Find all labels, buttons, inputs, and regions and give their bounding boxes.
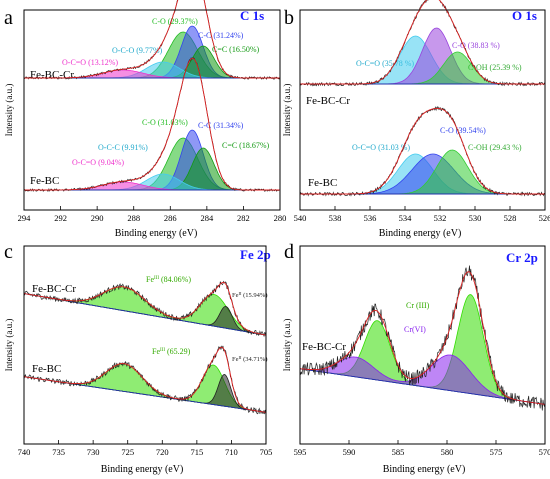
peak-label-c-o-b1: C-O (38.83 %): [452, 41, 500, 50]
fit-envelope-2-1: [23, 346, 267, 413]
x-tick-label: 292: [54, 213, 67, 223]
x-tick-label: 595: [294, 447, 307, 457]
panel-c-title: Fe 2p: [240, 247, 271, 262]
plot-frame-0: [23, 9, 281, 211]
panel-a-xlabel: Binding energy (eV): [115, 228, 198, 239]
peak-label-fe3-c1: FeIII (84.06%): [146, 275, 191, 284]
panel-b-xlabel: Binding energy (eV): [379, 228, 462, 239]
plot-frame-3: [299, 245, 546, 445]
peak-label-o-c=o-b1: O-C=O (35.78 %): [356, 59, 414, 68]
peak-label-o-c-c-a2: O-C-C (9.91%): [98, 143, 148, 152]
x-tick-label: 530: [469, 213, 482, 223]
panel-d-cr2p: d Cr 2p Binding energy (eV) Intensity (a…: [282, 241, 550, 475]
panel-c-fe2p: c Fe 2p Binding energy (eV) Intensity (a…: [4, 241, 272, 475]
x-tick-label: 528: [504, 213, 517, 223]
fit-envelope-0-0: [24, 0, 280, 79]
x-tick-label: 534: [399, 213, 413, 223]
panel-c-letter: c: [4, 241, 13, 263]
x-tick-label: 532: [434, 213, 447, 223]
panel-d-title: Cr 2p: [506, 250, 538, 265]
x-tick-label: 590: [343, 447, 356, 457]
peak-label-o-c-o-a1: O-C-O (9.77%): [112, 46, 163, 55]
peak-label-c-oh-b1: C-OH (25.39 %): [468, 63, 522, 72]
baseline-3-0: [299, 368, 546, 405]
x-tick-label: 715: [190, 447, 203, 457]
peak-label-c-oh-b2: C-OH (29.43 %): [468, 143, 522, 152]
plot-frame-2: [23, 245, 267, 445]
panel-d-xlabel: Binding energy (eV): [383, 464, 466, 475]
panel-d-ylabel: Intensity (a.u.): [282, 319, 292, 372]
x-tick-label: 580: [441, 447, 454, 457]
peak-label-c-o-b2: C-O (39.54%): [440, 126, 486, 135]
peak-label-c-c-a2: C-C (31.34%): [198, 121, 244, 130]
x-tick-label: 575: [490, 447, 503, 457]
panel-c-xlabel: Binding energy (eV): [101, 464, 184, 475]
panel-c-ylabel: Intensity (a.u.): [4, 319, 14, 372]
raw-spectrum-0-1: [23, 56, 281, 193]
x-tick-label: 294: [18, 213, 32, 223]
panel-a-letter: a: [4, 7, 13, 29]
raw-spectrum-2-1: [23, 345, 267, 415]
peak-label-fe3-c2: FeIII (65.29): [152, 347, 191, 356]
x-tick-label: 740: [18, 447, 31, 457]
peak-label-fe2-c2: FeII (34.71%): [232, 355, 268, 363]
x-tick-label: 570: [539, 447, 550, 457]
x-tick-label: 538: [329, 213, 342, 223]
peak-label-o-c=o-a1: O-C=O (13.12%): [62, 58, 118, 67]
x-tick-label: 720: [156, 447, 169, 457]
x-tick-label: 282: [237, 213, 250, 223]
raw-spectrum-3-0: [299, 265, 546, 411]
x-tick-label: 290: [91, 213, 104, 223]
panel-a-title: C 1s: [240, 8, 264, 23]
x-tick-label: 540: [294, 213, 307, 223]
x-tick-label: 730: [87, 447, 100, 457]
plot-frame-1: [299, 9, 546, 211]
sample-label-fe-bc-c: Fe-BC: [32, 363, 61, 375]
peak-label-c-o-a2: C-O (31.03%): [142, 118, 188, 127]
peak-component-1-0-1: [300, 27, 545, 85]
x-tick-label: 280: [274, 213, 287, 223]
peak-label-c=c-a1: C=C (16.50%): [212, 45, 260, 54]
peak-label-cr3: Cr (III): [406, 301, 430, 310]
x-tick-label: 286: [164, 213, 177, 223]
peak-label-o-c=o-a2: O-C=O (9.04%): [72, 158, 124, 167]
x-tick-label: 735: [52, 447, 65, 457]
x-tick-label: 536: [364, 213, 377, 223]
fit-envelope-2-0: [23, 281, 267, 336]
x-tick-label: 288: [127, 213, 140, 223]
sample-label-fe-bc-cr-a: Fe-BC-Cr: [30, 69, 74, 81]
panel-d-letter: d: [284, 241, 294, 263]
sample-label-fe-bc-cr-d: Fe-BC-Cr: [302, 341, 346, 353]
peak-label-o-c=o-b2: O-C=O (31.03 %): [352, 143, 410, 152]
fit-envelope-0-1: [24, 57, 280, 191]
sample-label-fe-bc-cr-b: Fe-BC-Cr: [306, 95, 350, 107]
sample-label-fe-bc-b: Fe-BC: [308, 177, 337, 189]
fit-envelope-1-1: [300, 107, 545, 195]
panel-b-letter: b: [284, 7, 294, 29]
x-tick-label: 585: [392, 447, 405, 457]
fit-envelope-1-0: [300, 0, 545, 85]
panel-a-ylabel: Intensity (a.u.): [4, 84, 14, 137]
fit-envelope-3-0: [299, 271, 546, 405]
x-tick-label: 526: [539, 213, 550, 223]
peak-label-fe2-c1: FeII (15.94%): [232, 291, 268, 299]
panel-a-c1s: a C 1s Binding energy (eV) Intensity (a.…: [4, 0, 286, 239]
x-tick-label: 284: [200, 213, 214, 223]
x-tick-label: 705: [260, 447, 273, 457]
sample-label-fe-bc-a: Fe-BC: [30, 175, 59, 187]
peak-label-c-c-a1: C-C (31.24%): [198, 31, 244, 40]
peak-label-c-o-a1: C-O (29.37%): [152, 17, 198, 26]
x-tick-label: 725: [121, 447, 134, 457]
x-tick-label: 710: [225, 447, 238, 457]
peak-label-cr6: Cr(VI): [404, 325, 426, 334]
panel-b-o1s: b O 1s Binding energy (eV) Intensity (a.…: [282, 0, 550, 239]
peak-label-c=c-a2: C=C (18.67%): [222, 141, 270, 150]
panel-b-title: O 1s: [512, 8, 537, 23]
sample-label-fe-bc-cr-c: Fe-BC-Cr: [32, 283, 76, 295]
raw-spectrum-2-0: [23, 280, 267, 338]
panel-b-ylabel: Intensity (a.u.): [282, 84, 292, 137]
